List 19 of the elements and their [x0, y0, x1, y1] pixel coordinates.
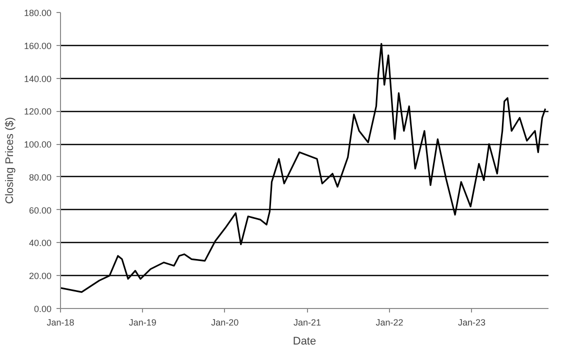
y-tick-label: 180.00: [24, 8, 52, 18]
x-tick-label: Jan-20: [211, 318, 239, 328]
x-axis-title: Date: [292, 336, 316, 348]
x-tick-label: Jan-23: [458, 318, 486, 328]
y-tick-label: 80.00: [28, 172, 52, 182]
y-tick-label: 160.00: [24, 40, 52, 51]
y-axis-title: Closing Prices ($): [4, 117, 16, 204]
y-tick-label: 60.00: [28, 205, 52, 216]
x-tick-label: Jan-22: [376, 318, 404, 328]
y-tick-label: 120.00: [24, 106, 52, 117]
y-tick-label: 20.00: [28, 271, 52, 282]
y-tick-label: 40.00: [28, 238, 52, 248]
x-tick-label: Jan-19: [128, 318, 156, 328]
y-tick-label: 140.00: [24, 74, 52, 84]
x-tick-label: Jan-18: [46, 318, 74, 328]
line-series: [60, 42, 546, 293]
y-tick-label: 0.00: [34, 304, 52, 314]
x-tick-label: Jan-21: [294, 318, 322, 328]
y-tick-label: 100.00: [24, 140, 52, 150]
